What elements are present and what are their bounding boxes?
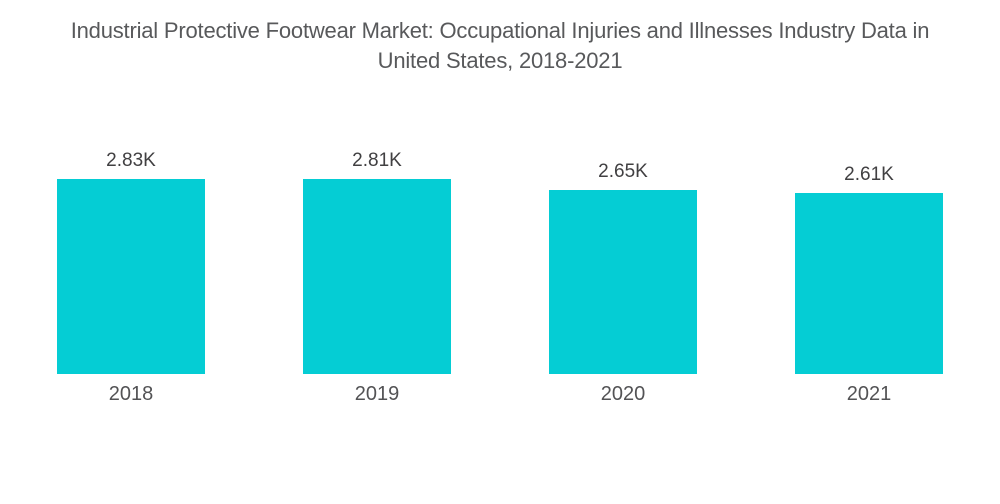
bar-chart: 2.83K 2018 2.81K 2019 2.65K 2020 2.61K 2… — [8, 149, 992, 406]
bar-2021[interactable] — [795, 193, 943, 375]
chart-title-line-1: Industrial Protective Footwear Market: O… — [70, 18, 930, 43]
bar-value-label: 2.83K — [106, 150, 156, 172]
bar-value-label: 2.65K — [598, 161, 648, 183]
x-axis-tick-label-2018: 2018 — [108, 383, 154, 406]
chart-canvas: Industrial Protective Footwear Market: O… — [0, 16, 1000, 504]
x-axis-tick-label-2021: 2021 — [846, 383, 892, 406]
bar-value-label: 2.61K — [844, 164, 894, 186]
chart-title-line-2: United States, 2018-2021 — [377, 47, 623, 73]
bar-group-2021: 2.61K 2021 — [746, 149, 992, 406]
x-axis-tick-label-2019: 2019 — [354, 383, 400, 406]
x-axis-tick-label-2020: 2020 — [600, 383, 646, 406]
bar-group-2018: 2.83K 2018 — [8, 149, 254, 406]
bar-value-label: 2.81K — [352, 150, 402, 172]
bar-group-2020: 2.65K 2020 — [500, 149, 746, 406]
bar-2019[interactable] — [303, 179, 451, 375]
bar-2018[interactable] — [57, 179, 205, 375]
chart-title: Industrial Protective Footwear Market: O… — [0, 16, 1000, 75]
bar-group-2019: 2.81K 2019 — [254, 149, 500, 406]
bar-2020[interactable] — [549, 190, 697, 375]
